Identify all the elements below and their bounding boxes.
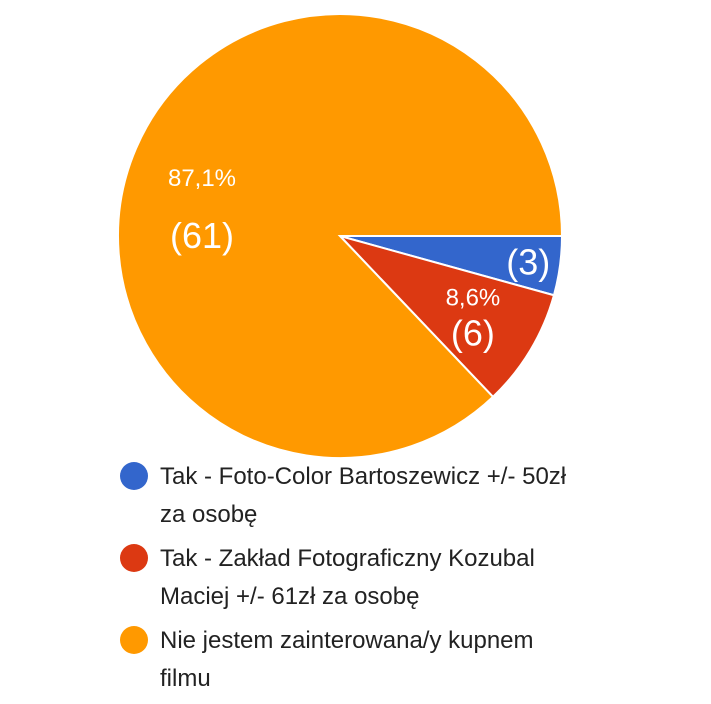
legend: Tak - Foto-Color Bartoszewicz +/- 50zł z… (120, 458, 590, 704)
data-label-count: (6) (451, 313, 495, 354)
legend-label: Tak - Zakład Fotograficzny Kozubal Macie… (160, 545, 535, 610)
legend-swatch-blue (120, 462, 148, 490)
data-label-count: (3) (506, 242, 550, 283)
legend-item-foto-color[interactable]: Tak - Foto-Color Bartoszewicz +/- 50zł z… (120, 458, 590, 534)
data-label-percent: 8,6% (446, 285, 501, 312)
legend-item-kozubal[interactable]: Tak - Zakład Fotograficzny Kozubal Macie… (120, 540, 590, 616)
data-label-percent: 87,1% (168, 165, 236, 192)
slice-kozubal[interactable] (336, 234, 556, 399)
legend-label: Nie jestem zainterowana/y kupnem filmu (160, 627, 534, 692)
data-label-count: (61) (170, 215, 234, 256)
legend-swatch-red (120, 544, 148, 572)
legend-item-nie[interactable]: Nie jestem zainterowana/y kupnem filmu (120, 622, 590, 698)
slice-nie-jestem[interactable] (117, 13, 564, 459)
legend-label: Tak - Foto-Color Bartoszewicz +/- 50zł z… (160, 463, 567, 528)
legend-swatch-orange (120, 626, 148, 654)
pie-chart: (3)8,6%(6) 87,1% (61) (117, 13, 564, 459)
